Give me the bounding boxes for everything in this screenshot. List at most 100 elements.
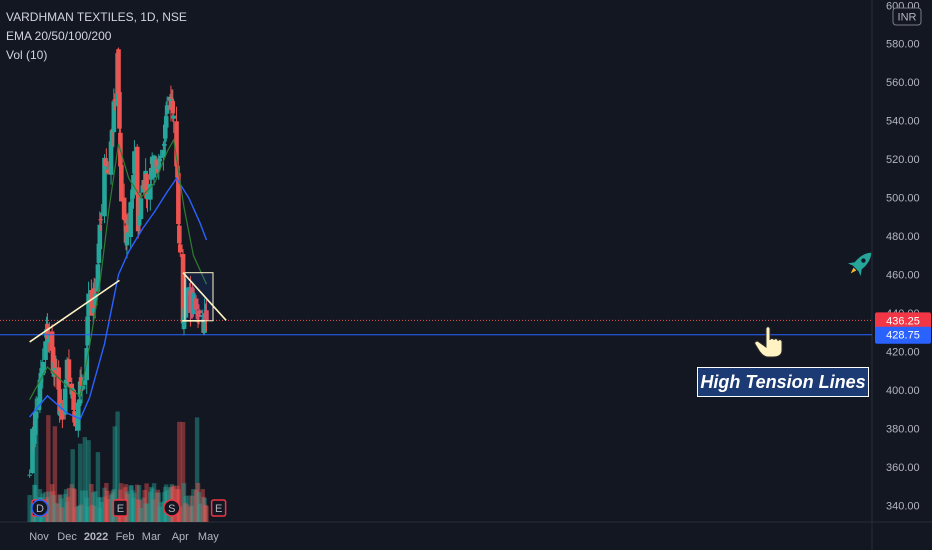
volume-bar [156, 492, 161, 522]
candle-body [193, 298, 199, 310]
volume-bar [58, 494, 63, 522]
candle-body [164, 105, 170, 114]
candle-body [170, 101, 176, 114]
last-price-tag-text: 436.25 [886, 315, 920, 327]
candle [27, 469, 32, 478]
candle [104, 148, 109, 168]
volume-bar [187, 495, 192, 522]
volume-indicator-label[interactable]: Vol (10) [6, 48, 48, 62]
candle-body [157, 158, 162, 162]
candle [161, 141, 166, 171]
volume-bar [79, 490, 85, 522]
volume-bar [203, 504, 208, 522]
candle-body [57, 389, 62, 415]
volume-bar [91, 492, 96, 522]
volume-bar [91, 505, 97, 522]
candle-body [102, 157, 107, 217]
chart-legend: VARDHMAN TEXTILES, 1D, NSE EMA 20/50/100… [6, 8, 187, 65]
candle-body [109, 130, 115, 142]
volume-bar [161, 501, 166, 522]
volume-bar [148, 491, 153, 522]
volume-bar [62, 493, 68, 522]
volume-bar [191, 489, 196, 522]
volume-bar [50, 491, 56, 522]
candle-body [53, 368, 59, 371]
volume-bar [142, 489, 147, 522]
volume-bar [132, 492, 137, 522]
x-tick-label: Mar [142, 531, 161, 543]
candle-body [37, 379, 43, 402]
support-price-tag: 428.75 [875, 326, 931, 344]
volume-bar [183, 495, 189, 522]
event-marker-d[interactable]: D [31, 499, 49, 517]
symbol-title[interactable]: VARDHMAN TEXTILES, 1D, NSE [6, 10, 187, 24]
volume-bar [97, 507, 103, 522]
rocket-fins [847, 262, 862, 277]
x-tick-label: Nov [29, 531, 49, 543]
volume-bar [77, 443, 83, 522]
volume-bar [143, 503, 148, 522]
volume-bar [78, 504, 84, 522]
candle-body [148, 168, 154, 180]
volume-bar [149, 486, 154, 522]
candle-body [138, 198, 144, 220]
candle-body [32, 412, 38, 435]
currency-badge[interactable]: INR [892, 7, 922, 26]
candle [125, 212, 131, 233]
event-marker-s[interactable]: S [163, 499, 181, 517]
candle-body [125, 224, 131, 233]
ema-indicator-label[interactable]: EMA 20/50/100/200 [6, 29, 112, 43]
volume-bar [85, 506, 90, 522]
last-price-tag: 436.25 [875, 312, 931, 330]
x-tick-label: 2022 [84, 531, 108, 543]
rocket-flame [850, 267, 857, 274]
candle-body [75, 402, 81, 431]
volume-bar [189, 505, 194, 522]
volume-bar [83, 490, 88, 522]
pointing-hand-icon [754, 326, 783, 358]
y-tick-label: 580.00 [886, 39, 920, 51]
volume-bar [177, 421, 182, 522]
volume-bar [77, 505, 82, 522]
candle-body [204, 310, 209, 321]
volume-bar [197, 503, 203, 522]
volume-bar [145, 503, 150, 522]
y-tick-label: 380.00 [886, 424, 920, 436]
volume-bar [196, 492, 202, 522]
candle-body [151, 155, 157, 178]
candle [156, 153, 162, 180]
volume-bar [151, 483, 157, 522]
hand-shape [754, 326, 783, 358]
candle [151, 154, 157, 186]
candle-body [112, 99, 118, 102]
candle-body [78, 377, 84, 392]
volume-bar [84, 497, 89, 522]
event-marker-bg [31, 499, 49, 517]
candle [122, 213, 128, 224]
event-marker-e[interactable]: E [112, 499, 129, 517]
y-tick-label: 400.00 [886, 385, 920, 397]
candle-body [63, 379, 69, 388]
volume-bar [33, 407, 39, 522]
candle-body [98, 219, 104, 221]
candle [43, 333, 48, 374]
candle [121, 183, 127, 232]
trendline [29, 279, 120, 343]
candle [99, 204, 104, 225]
candle-body [52, 358, 58, 375]
candle-body [104, 167, 110, 169]
candle [204, 299, 209, 332]
candle-body [122, 214, 128, 221]
candle-body [177, 244, 183, 253]
volume-bar [202, 497, 207, 522]
volume-bar [178, 506, 183, 522]
annotation-high-tension-lines: High Tension Lines [697, 367, 869, 397]
event-marker-e[interactable]: E [210, 499, 227, 517]
candle-body [33, 411, 39, 419]
ema-slow-line [29, 177, 208, 420]
volume-bar [144, 483, 149, 522]
volume-bar [53, 503, 59, 522]
volume-bar [64, 501, 70, 522]
candle-body [129, 201, 134, 208]
